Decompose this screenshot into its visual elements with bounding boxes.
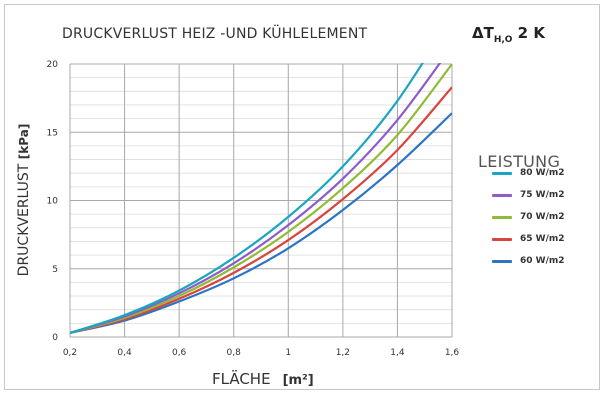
legend-item: 75 W/m2 — [492, 188, 582, 202]
x-axis-label-text: FLÄCHE — [212, 370, 271, 388]
legend-swatch — [492, 215, 512, 219]
x-tick-label: 1 — [285, 348, 291, 358]
series-line — [70, 86, 452, 334]
y-tick-label: 0 — [52, 333, 58, 343]
legend-item: 70 W/m2 — [492, 210, 582, 224]
x-tick-label: 1,4 — [390, 348, 405, 358]
series-line — [70, 112, 452, 334]
legend-item: 60 W/m2 — [492, 254, 582, 268]
legend-label: 80 W/m2 — [520, 168, 565, 178]
y-tick-label: 15 — [47, 128, 58, 138]
legend-swatch — [492, 237, 512, 241]
legend-item: 80 W/m2 — [492, 166, 582, 180]
legend-title: LEISTUNG — [478, 152, 561, 171]
series-line — [70, 63, 442, 334]
x-tick-label: 0,4 — [117, 348, 132, 358]
x-tick-label: 0,8 — [227, 348, 242, 358]
series-line — [70, 63, 452, 334]
chart-title: DRUCKVERLUST HEIZ -UND KÜHLELEMENT — [62, 26, 368, 42]
series-line — [70, 63, 425, 334]
x-tick-label: 1,6 — [445, 348, 460, 358]
legend-label: 75 W/m2 — [520, 190, 565, 200]
x-axis-unit: [m²] — [282, 373, 314, 388]
delta-t-symbol: ΔT — [472, 24, 494, 42]
x-tick-label: 1,2 — [336, 348, 350, 358]
x-axis-label: FLÄCHE [m²] — [212, 370, 314, 388]
y-tick-label: 10 — [47, 197, 59, 207]
delta-t-value: 2 K — [512, 24, 545, 42]
x-tick-label: 0,2 — [63, 348, 77, 358]
legend-label: 60 W/m2 — [520, 256, 565, 266]
legend-label: 70 W/m2 — [520, 212, 565, 222]
x-tick-label: 0,6 — [172, 348, 187, 358]
y-tick-label: 20 — [47, 60, 59, 70]
legend-swatch — [492, 171, 512, 175]
delta-t-label: ΔTH,O 2 K — [472, 24, 545, 45]
legend-item: 65 W/m2 — [492, 232, 582, 246]
legend-swatch — [492, 193, 512, 197]
legend-label: 65 W/m2 — [520, 234, 565, 244]
delta-t-subscript: H,O — [493, 35, 513, 45]
y-tick-label: 5 — [52, 265, 58, 275]
legend-swatch — [492, 259, 512, 263]
